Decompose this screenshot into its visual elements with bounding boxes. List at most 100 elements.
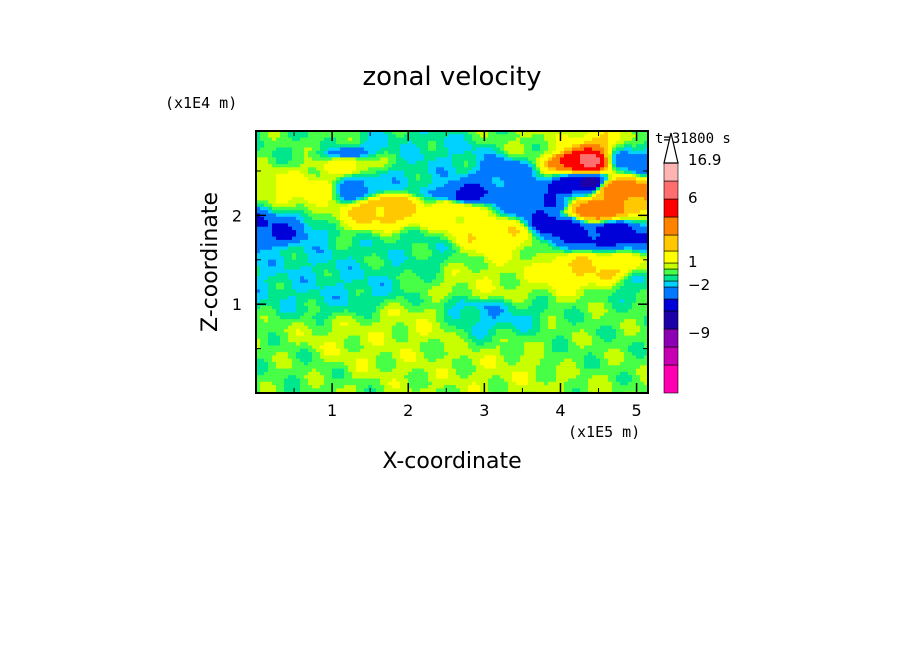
field-cell bbox=[468, 190, 473, 195]
field-cell bbox=[456, 286, 461, 290]
field-cell bbox=[532, 164, 537, 168]
field-cell bbox=[396, 170, 401, 175]
field-cell bbox=[396, 220, 401, 224]
field-cell bbox=[456, 193, 461, 198]
field-cell bbox=[292, 282, 297, 287]
field-cell bbox=[612, 197, 617, 201]
field-cell bbox=[572, 193, 577, 198]
field-cell bbox=[536, 216, 541, 221]
field-cell bbox=[492, 137, 497, 142]
field-cell bbox=[640, 170, 645, 175]
field-cell bbox=[628, 233, 633, 238]
field-cell bbox=[556, 282, 561, 287]
field-cell bbox=[432, 170, 437, 175]
field-cell bbox=[564, 272, 569, 277]
field-cell bbox=[344, 183, 349, 188]
field-cell bbox=[480, 200, 485, 205]
field-cell bbox=[348, 239, 353, 244]
field-cell bbox=[468, 292, 473, 297]
field-cell bbox=[620, 216, 625, 221]
field-cell bbox=[544, 210, 549, 215]
field-cell bbox=[636, 193, 641, 198]
field-cell bbox=[444, 200, 449, 205]
field-cell bbox=[404, 164, 409, 168]
field-cell bbox=[620, 236, 625, 241]
field-cell bbox=[392, 289, 397, 294]
field-cell bbox=[644, 282, 648, 287]
field-cell bbox=[636, 167, 641, 172]
field-cell bbox=[488, 131, 493, 135]
field-cell bbox=[552, 233, 557, 238]
field-cell bbox=[296, 246, 301, 251]
field-cell bbox=[404, 282, 409, 287]
field-cell bbox=[428, 246, 433, 251]
field-cell bbox=[592, 164, 597, 168]
field-cell bbox=[568, 249, 573, 254]
field-cell bbox=[516, 296, 521, 300]
field-cell bbox=[356, 286, 361, 290]
field-cell bbox=[516, 272, 521, 277]
field-cell bbox=[588, 206, 593, 211]
field-cell bbox=[460, 131, 465, 135]
field-cell bbox=[512, 220, 517, 224]
field-cell bbox=[512, 289, 517, 294]
field-cell bbox=[420, 150, 425, 155]
field-cell bbox=[540, 289, 545, 294]
field-cell bbox=[456, 272, 461, 277]
field-cell bbox=[272, 266, 277, 271]
field-cell bbox=[432, 292, 437, 297]
field-cell bbox=[532, 263, 537, 267]
field-cell bbox=[360, 137, 365, 142]
field-cell bbox=[304, 164, 309, 168]
field-cell bbox=[572, 213, 577, 218]
field-cell bbox=[564, 292, 569, 297]
field-cell bbox=[400, 200, 405, 205]
field-cell bbox=[592, 177, 597, 182]
field-cell bbox=[320, 197, 325, 201]
field-cell bbox=[312, 203, 317, 208]
field-cell bbox=[604, 203, 609, 208]
field-cell bbox=[272, 230, 277, 234]
field-cell bbox=[436, 134, 441, 139]
field-cell bbox=[504, 167, 509, 172]
field-cell bbox=[568, 253, 573, 257]
field-cell bbox=[324, 292, 329, 297]
field-cell bbox=[556, 203, 561, 208]
field-cell bbox=[492, 134, 497, 139]
field-cell bbox=[480, 259, 485, 264]
field-cell bbox=[424, 243, 429, 248]
field-cell bbox=[492, 263, 497, 267]
field-cell bbox=[580, 206, 585, 211]
field-cell bbox=[320, 279, 325, 284]
field-cell bbox=[408, 173, 413, 178]
field-cell bbox=[304, 140, 309, 145]
field-cell bbox=[344, 173, 349, 178]
field-cell bbox=[496, 292, 501, 297]
field-cell bbox=[340, 190, 345, 195]
field-cell bbox=[612, 233, 617, 238]
field-cell bbox=[460, 239, 465, 244]
field-cell bbox=[404, 259, 409, 264]
field-cell bbox=[528, 253, 533, 257]
field-cell bbox=[444, 183, 449, 188]
field-cell bbox=[464, 144, 469, 149]
field-cell bbox=[304, 226, 309, 231]
field-cell bbox=[632, 164, 637, 168]
field-cell bbox=[280, 236, 285, 241]
field-cell bbox=[632, 183, 637, 188]
field-cell bbox=[524, 220, 529, 224]
field-cell bbox=[612, 276, 617, 281]
field-cell bbox=[288, 131, 293, 135]
field-cell bbox=[296, 154, 301, 158]
field-cell bbox=[280, 220, 285, 224]
field-cell bbox=[280, 173, 285, 178]
field-cell bbox=[532, 134, 537, 139]
field-cell bbox=[340, 276, 345, 281]
field-cell bbox=[496, 259, 501, 264]
field-cell bbox=[340, 236, 345, 241]
field-cell bbox=[468, 164, 473, 168]
field-cell bbox=[588, 164, 593, 168]
field-cell bbox=[640, 167, 645, 172]
field-cell bbox=[452, 286, 457, 290]
field-cell bbox=[308, 144, 313, 149]
